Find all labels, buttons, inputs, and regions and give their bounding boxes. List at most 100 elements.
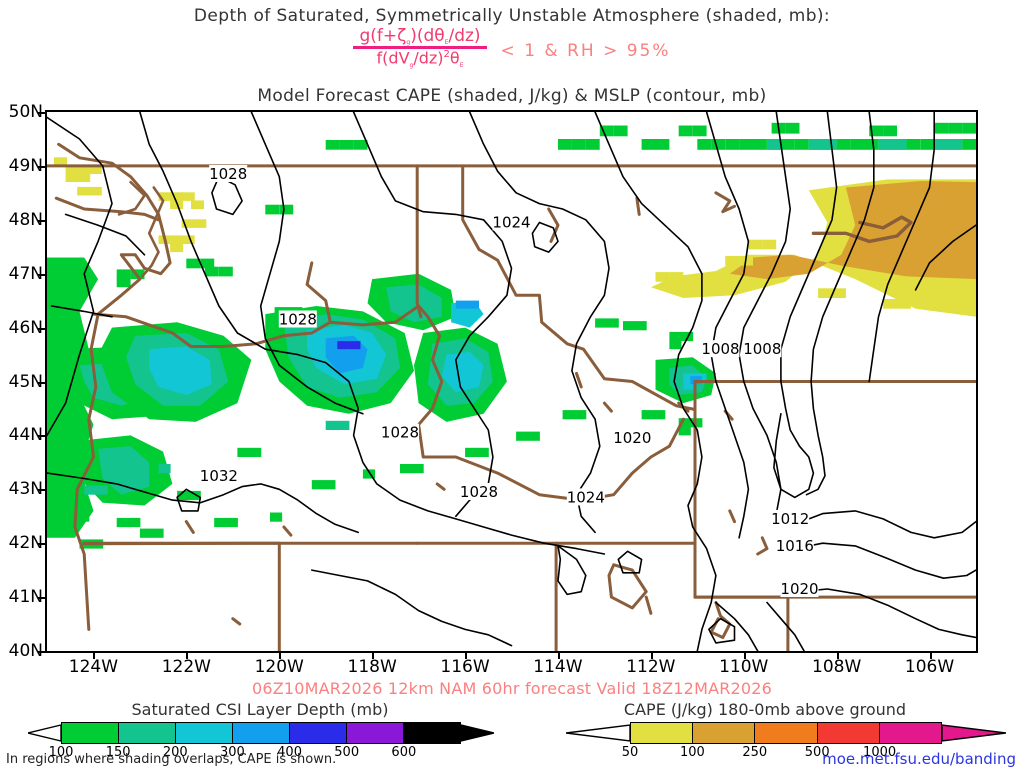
contour-label: 1008 bbox=[743, 340, 781, 358]
shading-cell bbox=[634, 321, 647, 331]
contour-ut-1 bbox=[715, 601, 759, 651]
lat-tick-mark bbox=[38, 112, 46, 114]
contour-closed-2 bbox=[531, 221, 559, 253]
shading-cell bbox=[697, 139, 712, 150]
csi-colorbar[interactable] bbox=[28, 722, 494, 744]
shading-cell bbox=[77, 173, 91, 182]
utah-lake bbox=[709, 601, 732, 639]
lat-tick-label: 48N bbox=[8, 209, 43, 230]
shading-cell bbox=[762, 239, 777, 250]
lat-tick-label: 49N bbox=[8, 155, 43, 176]
shading-cell bbox=[948, 139, 962, 150]
lat-tick-label: 42N bbox=[8, 533, 43, 554]
csi-colorbar-ticks: 100 150 200 300 400 500 600 bbox=[28, 745, 494, 761]
contour-label-text: 1012 bbox=[771, 510, 809, 528]
shading-cell bbox=[692, 125, 707, 137]
lat-tick-label: 43N bbox=[8, 479, 43, 500]
lat-tick-label: 50N bbox=[8, 102, 43, 122]
shading-cell bbox=[934, 122, 949, 134]
weather-map[interactable]: 1028 1024 1028 1008 1008 1028 1020 1032 1028 1024… bbox=[45, 110, 978, 653]
contour-label: 1020 bbox=[780, 580, 819, 598]
id-river bbox=[435, 482, 446, 491]
shading-cell bbox=[934, 139, 949, 150]
colorbar-tick-label: 300 bbox=[220, 745, 245, 760]
contour-east-1 bbox=[868, 112, 936, 383]
contour-label-bg bbox=[613, 429, 652, 447]
shading-cell bbox=[678, 125, 693, 137]
contour-label-bg bbox=[199, 466, 238, 484]
contour-1020a bbox=[594, 112, 717, 651]
shading-cell bbox=[181, 235, 195, 244]
csi-oregon-main-cyan bbox=[149, 346, 212, 395]
lon-tick-label: 116W bbox=[440, 657, 490, 677]
contour-west-2 bbox=[64, 213, 146, 256]
shading-cell bbox=[655, 272, 670, 282]
shading-cell bbox=[558, 139, 572, 150]
subtitle: Model Forecast CAPE (shaded, J/kg) & MSL… bbox=[257, 86, 767, 106]
cape-colorbar[interactable] bbox=[566, 722, 1006, 744]
contour-label-text: 1028 bbox=[460, 483, 498, 501]
shading-cell bbox=[897, 299, 911, 309]
lon-tick-mark bbox=[186, 652, 189, 659]
shading-cell bbox=[599, 125, 614, 137]
contour-1008a bbox=[773, 112, 838, 499]
page-title: Depth of Saturated, Symmetrically Unstab… bbox=[193, 6, 831, 26]
contour-label: 1028 bbox=[460, 483, 498, 501]
csi-coast-band bbox=[47, 257, 99, 538]
contour-label-bg bbox=[209, 165, 248, 182]
shading-cell bbox=[151, 528, 164, 538]
ca-lake bbox=[231, 617, 242, 626]
colorbar-swatch bbox=[755, 723, 818, 743]
longitude-axis: 124W 122W 120W 118W 116W 114W 112W 110W 108W 106W bbox=[0, 659, 1024, 689]
cape-gold-region bbox=[729, 181, 976, 280]
contour-closed-4 bbox=[617, 550, 643, 574]
colorbar-swatch bbox=[290, 723, 347, 743]
shading-cell bbox=[527, 431, 540, 441]
contour-1016a bbox=[705, 112, 750, 539]
shading-cell bbox=[681, 331, 694, 342]
contour-label-text: 1008 bbox=[743, 340, 781, 358]
mt-river-1 bbox=[635, 196, 641, 216]
shading-cell bbox=[323, 480, 336, 490]
shading-cell bbox=[116, 517, 129, 528]
contour-label-text: 1020 bbox=[613, 429, 651, 447]
contour-1012b bbox=[793, 510, 976, 539]
lon-tick-label: 118W bbox=[347, 657, 397, 677]
shading-cell bbox=[725, 255, 740, 266]
csi-idaho-cyan bbox=[441, 351, 484, 393]
shading-cell bbox=[711, 139, 726, 150]
shading-cell bbox=[753, 139, 767, 150]
shading-cell bbox=[84, 485, 97, 495]
strait-juan-de-fuca bbox=[54, 196, 160, 222]
shading-cell bbox=[669, 340, 682, 350]
shading-cell bbox=[808, 139, 823, 150]
shading-cell bbox=[65, 165, 79, 174]
lon-tick-label: 110W bbox=[719, 657, 769, 677]
shading-cell bbox=[170, 243, 184, 253]
contour-1016b bbox=[793, 542, 976, 580]
contour-1008b bbox=[805, 112, 875, 496]
lat-tick-label: 40N bbox=[8, 641, 43, 661]
shading-cell bbox=[595, 318, 608, 328]
shading-cell bbox=[883, 299, 897, 309]
shading-cell bbox=[683, 381, 695, 390]
shading-cell bbox=[191, 200, 204, 209]
colorbar-swatch bbox=[62, 723, 119, 743]
source-credit-link[interactable]: moe.met.fsu.edu/banding bbox=[822, 750, 1016, 768]
shading-cell bbox=[641, 139, 656, 150]
colorbar-tick-label: 200 bbox=[162, 745, 188, 760]
shading-cell bbox=[669, 272, 684, 282]
colorbar-swatches bbox=[61, 722, 461, 744]
contour-label: 1028 bbox=[381, 423, 419, 442]
shading-cell bbox=[200, 258, 215, 269]
contour-label-text: 1008 bbox=[701, 340, 739, 358]
shading-cell bbox=[181, 192, 195, 201]
contour-label: 1016 bbox=[776, 536, 814, 555]
shading-cell bbox=[339, 140, 354, 150]
colorbar-swatch bbox=[879, 723, 942, 743]
lon-tick-label: 106W bbox=[904, 657, 955, 677]
shading-cell bbox=[920, 139, 935, 150]
shading-cell bbox=[158, 192, 172, 201]
shading-cell bbox=[678, 418, 691, 428]
flathead-lake bbox=[547, 207, 560, 243]
